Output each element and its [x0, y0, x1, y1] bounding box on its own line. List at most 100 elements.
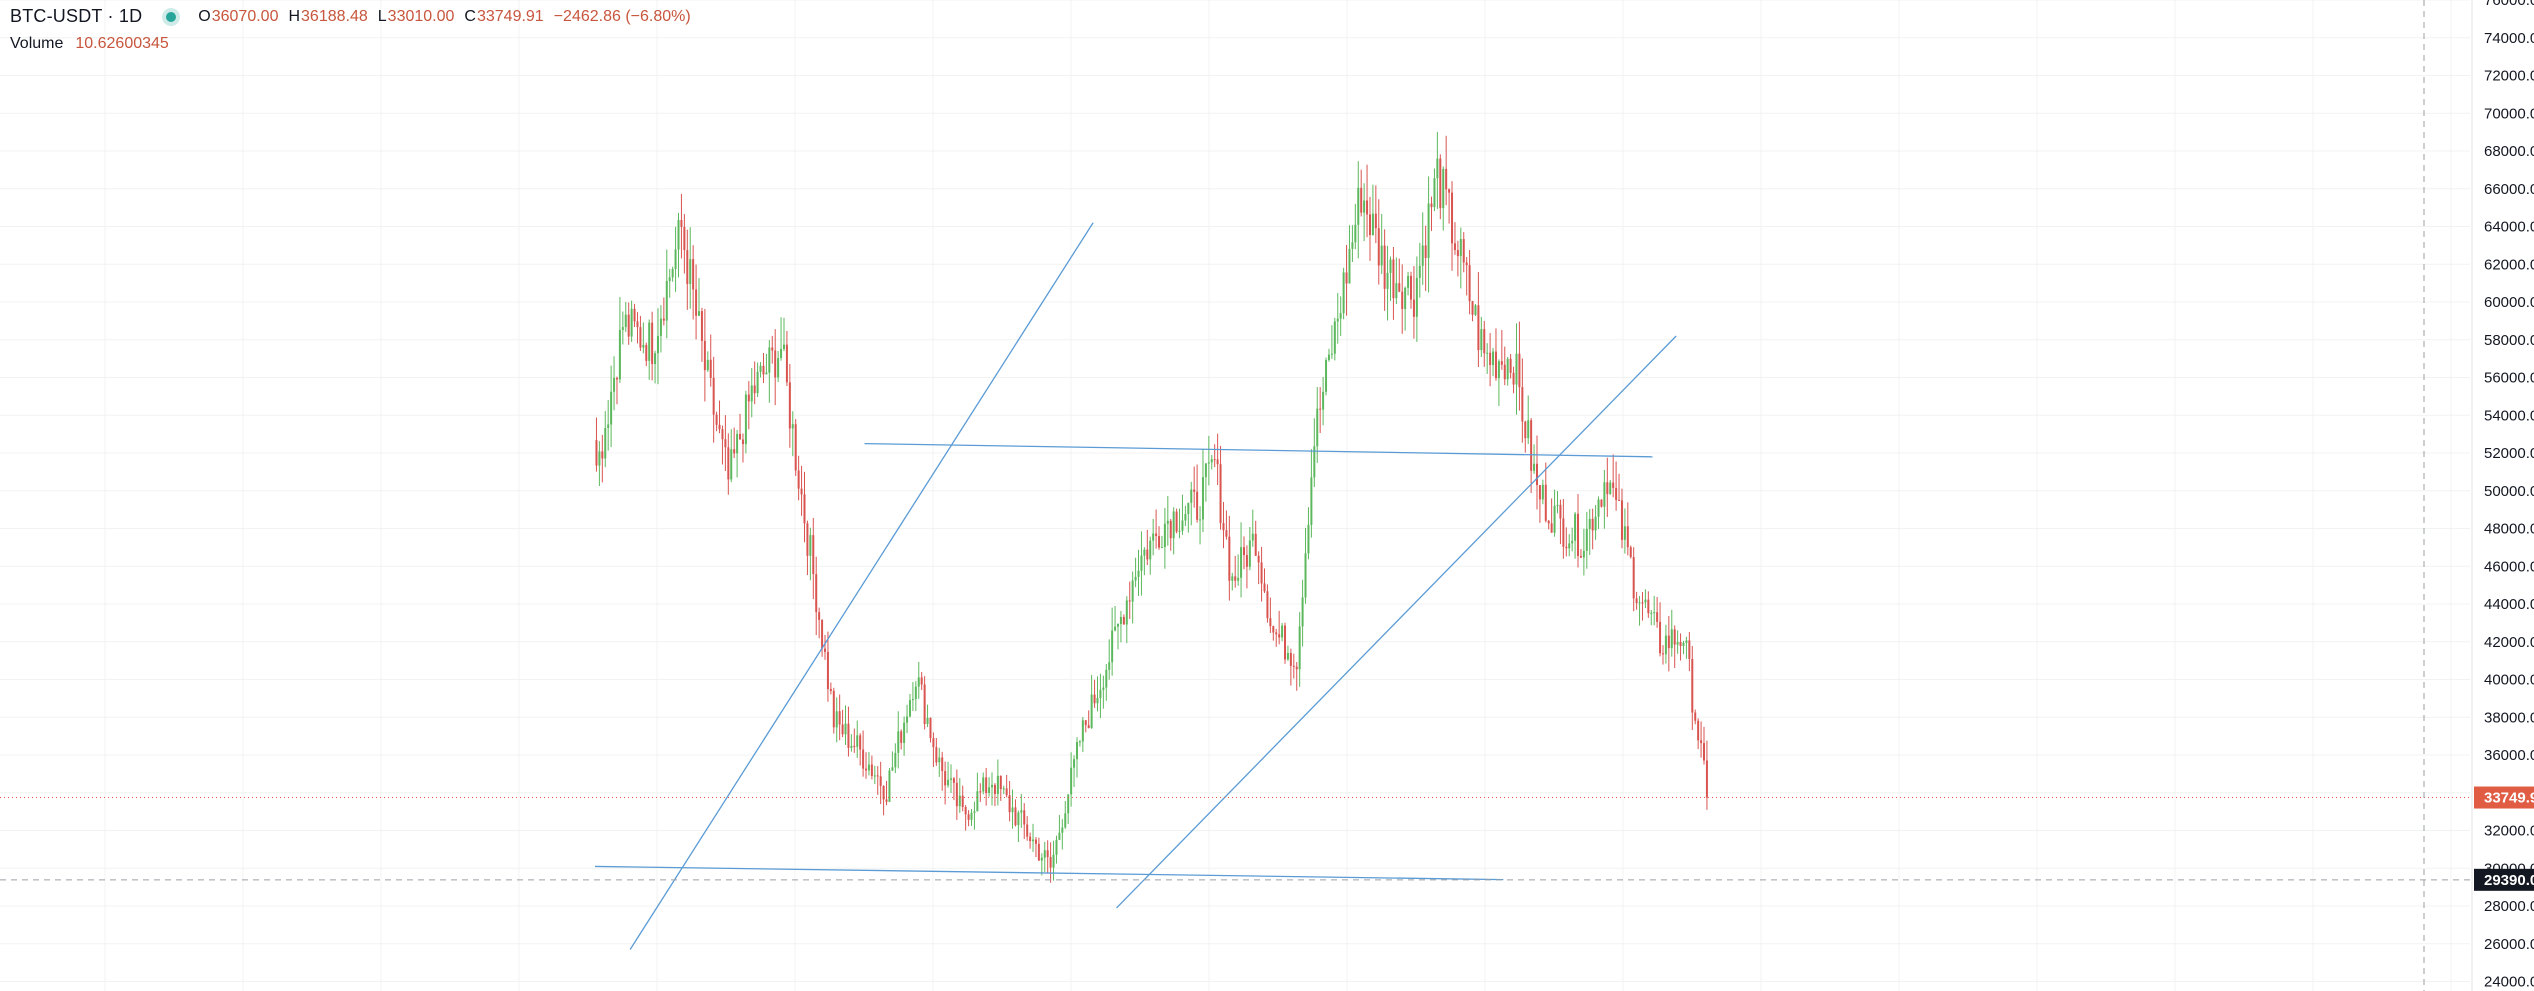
candle	[1061, 819, 1064, 850]
candle	[1456, 240, 1459, 277]
trendline[interactable]	[594, 865, 1504, 881]
candle	[721, 425, 724, 465]
candle	[1623, 508, 1626, 554]
candle	[824, 635, 827, 660]
candle	[1398, 258, 1401, 293]
y-tick-label: 60000.0	[2484, 294, 2534, 311]
symbol-title[interactable]: BTC-USDT · 1D	[10, 6, 143, 26]
candle	[1357, 161, 1360, 259]
candle	[601, 434, 604, 483]
candle	[1541, 479, 1544, 505]
candle	[1363, 183, 1366, 242]
candle	[1348, 225, 1351, 284]
candle	[1661, 645, 1664, 665]
candle	[1199, 506, 1202, 545]
candle	[665, 249, 668, 339]
close-label: C	[464, 7, 476, 25]
candle	[908, 693, 911, 718]
candle	[903, 716, 906, 756]
candle	[821, 619, 824, 657]
candle	[615, 376, 618, 405]
candle	[1114, 606, 1117, 632]
candle	[1160, 535, 1163, 549]
candle	[1465, 257, 1468, 296]
candle	[1597, 496, 1600, 529]
price-axis[interactable]: 24000.026000.028000.030000.032000.034000…	[2471, 0, 2534, 991]
candle	[920, 672, 923, 691]
candle	[1395, 257, 1398, 305]
candle	[815, 556, 818, 636]
trendline[interactable]	[1116, 335, 1677, 909]
candle	[1187, 502, 1190, 533]
candle	[993, 783, 996, 807]
y-tick-label: 64000.0	[2484, 219, 2534, 236]
candle	[1064, 800, 1067, 829]
candle	[774, 329, 777, 406]
candle	[1497, 359, 1500, 406]
candle	[1386, 245, 1389, 321]
candle	[1023, 803, 1026, 839]
candle	[715, 411, 718, 432]
candle	[1448, 188, 1451, 224]
candle	[1509, 354, 1512, 379]
candle	[835, 697, 838, 743]
candle	[1020, 793, 1023, 828]
candle	[668, 268, 671, 298]
candle	[788, 364, 791, 448]
candle	[1216, 433, 1219, 485]
candle	[1691, 646, 1694, 731]
candle	[692, 245, 695, 320]
candle	[1474, 304, 1477, 316]
candle	[1412, 266, 1415, 339]
candle	[1190, 481, 1193, 526]
candle	[1181, 494, 1184, 535]
candle	[1682, 640, 1685, 655]
trendline-layer[interactable]	[594, 222, 1677, 950]
candle	[785, 331, 788, 386]
candle	[1477, 272, 1480, 367]
candle	[797, 455, 800, 501]
candle	[794, 419, 797, 476]
candle	[1377, 199, 1380, 285]
candle	[1117, 623, 1120, 650]
candle	[1102, 675, 1105, 709]
candle	[1345, 244, 1348, 316]
candle	[1705, 740, 1708, 810]
candle	[932, 732, 935, 767]
candle	[689, 227, 692, 309]
candle	[1521, 358, 1524, 443]
y-tick-label: 68000.0	[2484, 143, 2534, 160]
candle	[841, 709, 844, 738]
volume-value: 10.62600345	[75, 35, 169, 52]
trendline[interactable]	[629, 222, 1094, 950]
candle	[706, 351, 709, 372]
y-tick-label: 54000.0	[2484, 407, 2534, 424]
candle	[1158, 526, 1161, 550]
candle	[683, 214, 686, 274]
candle	[1533, 444, 1536, 474]
y-tick-label: 24000.0	[2484, 974, 2534, 991]
candle	[1612, 454, 1615, 498]
candle	[1026, 816, 1029, 841]
price-lines	[0, 0, 2472, 991]
candle	[1685, 636, 1688, 659]
candle	[800, 465, 803, 516]
candle	[1415, 256, 1418, 342]
candle	[1184, 505, 1187, 527]
candle	[765, 353, 768, 375]
candle	[1371, 184, 1374, 236]
trendline[interactable]	[864, 442, 1653, 458]
candle	[1175, 508, 1178, 534]
y-tick-label: 76000.0	[2484, 0, 2534, 9]
candle	[1034, 837, 1037, 858]
candle	[1527, 395, 1530, 444]
candle	[1421, 212, 1424, 285]
candle	[1055, 835, 1058, 864]
candle	[1582, 528, 1585, 576]
candle	[1178, 508, 1181, 539]
y-tick-label: 74000.0	[2484, 30, 2534, 47]
candle	[1650, 609, 1653, 626]
candle	[733, 427, 736, 459]
candle	[1418, 242, 1421, 298]
